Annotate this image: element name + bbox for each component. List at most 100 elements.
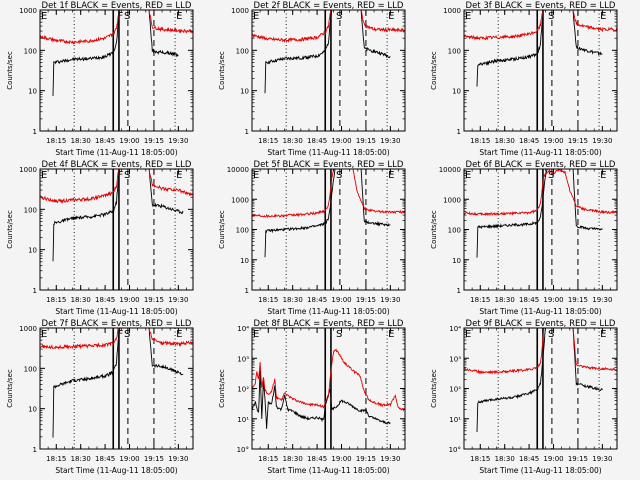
y-tick-label: 100 — [448, 47, 461, 55]
x-tick-label: 19:00 — [331, 296, 351, 304]
x-tick-label: 18:45 — [95, 296, 115, 304]
chart-panel-7: Det 7f BLACK = Events, RED = LLD Counts/s… — [6, 319, 194, 475]
series-events-line — [52, 328, 184, 438]
x-tick-label: 19:30 — [168, 296, 188, 304]
y-tick-label: 10 — [28, 406, 37, 414]
series-lld-line — [464, 328, 617, 375]
x-tick-label: 19:30 — [380, 455, 400, 463]
marker-label: E — [600, 170, 606, 181]
x-tick-label: 18:30 — [495, 137, 515, 145]
y-tick-label: 10° — [237, 446, 249, 454]
x-tick-label: 19:15 — [568, 137, 588, 145]
chart-title: Det 4f BLACK = Events, RED = LLD — [42, 160, 192, 170]
x-tick-label: 19:15 — [356, 455, 376, 463]
chart-title: Det 6f BLACK = Events, RED = LLD — [466, 160, 616, 170]
y-axis-label: Counts/sec — [6, 51, 14, 90]
x-tick-label: 18:45 — [95, 455, 115, 463]
series-events-line — [264, 169, 391, 258]
y-tick-label: 100 — [24, 365, 37, 373]
y-tick-label: 1000 — [19, 166, 37, 174]
x-tick-label: 19:15 — [144, 296, 164, 304]
x-tick-label: 19:15 — [144, 455, 164, 463]
marker-label: E — [388, 170, 394, 181]
marker-label: E — [388, 329, 394, 340]
series-events-line — [264, 10, 391, 94]
series-events-line — [52, 169, 184, 262]
marker-label: E — [388, 11, 394, 22]
plot-frame — [251, 168, 406, 291]
chart-title: Det 3f BLACK = Events, RED = LLD — [466, 1, 616, 11]
x-tick-label: 18:30 — [71, 296, 91, 304]
x-tick-label: 19:15 — [568, 296, 588, 304]
plot-area — [464, 169, 617, 290]
marker-label: S — [124, 11, 130, 22]
y-tick-label: 10 — [240, 257, 249, 265]
y-tick-label: 1000 — [19, 7, 37, 15]
chart-panel-2: Det 2f BLACK = Events, RED = LLD Counts/s… — [218, 1, 406, 157]
x-tick-label: 18:30 — [71, 137, 91, 145]
series-events-line — [252, 370, 391, 429]
x-tick-label: 19:30 — [168, 137, 188, 145]
x-tick-label: 19:00 — [119, 137, 139, 145]
x-tick-label: 19:15 — [356, 296, 376, 304]
y-tick-label: 10 — [452, 88, 461, 96]
y-tick-label: 10³ — [449, 355, 461, 363]
x-tick-label: 18:45 — [307, 137, 327, 145]
x-tick-label: 19:30 — [592, 455, 612, 463]
marker-label: S — [336, 170, 342, 181]
x-tick-label: 18:15 — [470, 455, 490, 463]
chart-title: Det 2f BLACK = Events, RED = LLD — [254, 1, 404, 11]
y-tick-label: 10¹ — [237, 416, 249, 424]
x-tick-label: 19:00 — [331, 137, 351, 145]
marker-label: F — [118, 170, 124, 181]
y-tick-label: 10 — [28, 247, 37, 255]
x-tick-label: 18:15 — [470, 137, 490, 145]
marker-label: E — [465, 11, 471, 22]
x-axis-label: Start Time (11-Aug-11 18:05:00) — [479, 148, 601, 157]
y-axis-label: Counts/sec — [6, 369, 14, 408]
x-axis-label: Start Time (11-Aug-11 18:05:00) — [55, 466, 177, 475]
x-tick-label: 19:00 — [543, 137, 563, 145]
y-tick-label: 10° — [449, 446, 461, 454]
x-tick-label: 19:00 — [543, 455, 563, 463]
series-lld-line — [252, 348, 405, 412]
x-axis-label: Start Time (11-Aug-11 18:05:00) — [267, 307, 389, 316]
y-tick-label: 100 — [448, 227, 461, 235]
x-tick-label: 18:45 — [519, 296, 539, 304]
chart-title: Det 5f BLACK = Events, RED = LLD — [254, 160, 404, 170]
x-tick-label: 19:00 — [119, 296, 139, 304]
marker-label: E — [465, 170, 471, 181]
y-axis-label: Counts/sec — [218, 210, 226, 249]
plot-frame — [463, 9, 618, 132]
x-tick-label: 19:00 — [119, 455, 139, 463]
chart-panel-8: Det 8f BLACK = Events, RED = LLD Counts/s… — [218, 319, 406, 475]
x-tick-label: 18:15 — [46, 296, 66, 304]
y-tick-label: 100 — [24, 206, 37, 214]
marker-label: E — [253, 170, 259, 181]
x-tick-label: 18:30 — [283, 455, 303, 463]
marker-label: S — [336, 329, 342, 340]
x-tick-label: 18:15 — [258, 137, 278, 145]
y-tick-label: 1 — [457, 128, 461, 136]
chart-panel-3: Det 3f BLACK = Events, RED = LLD Counts/s… — [430, 1, 618, 157]
y-tick-label: 10 — [28, 88, 37, 96]
chart-title: Det 1f BLACK = Events, RED = LLD — [42, 1, 192, 11]
x-tick-label: 18:15 — [46, 137, 66, 145]
y-axis-label: Counts/sec — [430, 51, 438, 90]
plot-frame — [39, 327, 194, 450]
series-lld-line — [40, 169, 193, 204]
y-axis-label: Counts/sec — [430, 210, 438, 249]
plot-area — [252, 10, 405, 131]
x-tick-label: 18:30 — [283, 137, 303, 145]
x-tick-label: 18:15 — [46, 455, 66, 463]
marker-label: S — [548, 170, 554, 181]
x-tick-label: 18:30 — [283, 296, 303, 304]
x-axis-label: Start Time (11-Aug-11 18:05:00) — [479, 307, 601, 316]
y-tick-label: 10² — [449, 386, 461, 394]
series-lld-line — [464, 169, 617, 217]
x-axis-label: Start Time (11-Aug-11 18:05:00) — [267, 466, 389, 475]
plot-frame — [39, 9, 194, 132]
chart-panel-6: Det 6f BLACK = Events, RED = LLD Counts/s… — [430, 160, 618, 316]
y-tick-label: 1000 — [443, 7, 461, 15]
plot-frame — [251, 9, 406, 132]
